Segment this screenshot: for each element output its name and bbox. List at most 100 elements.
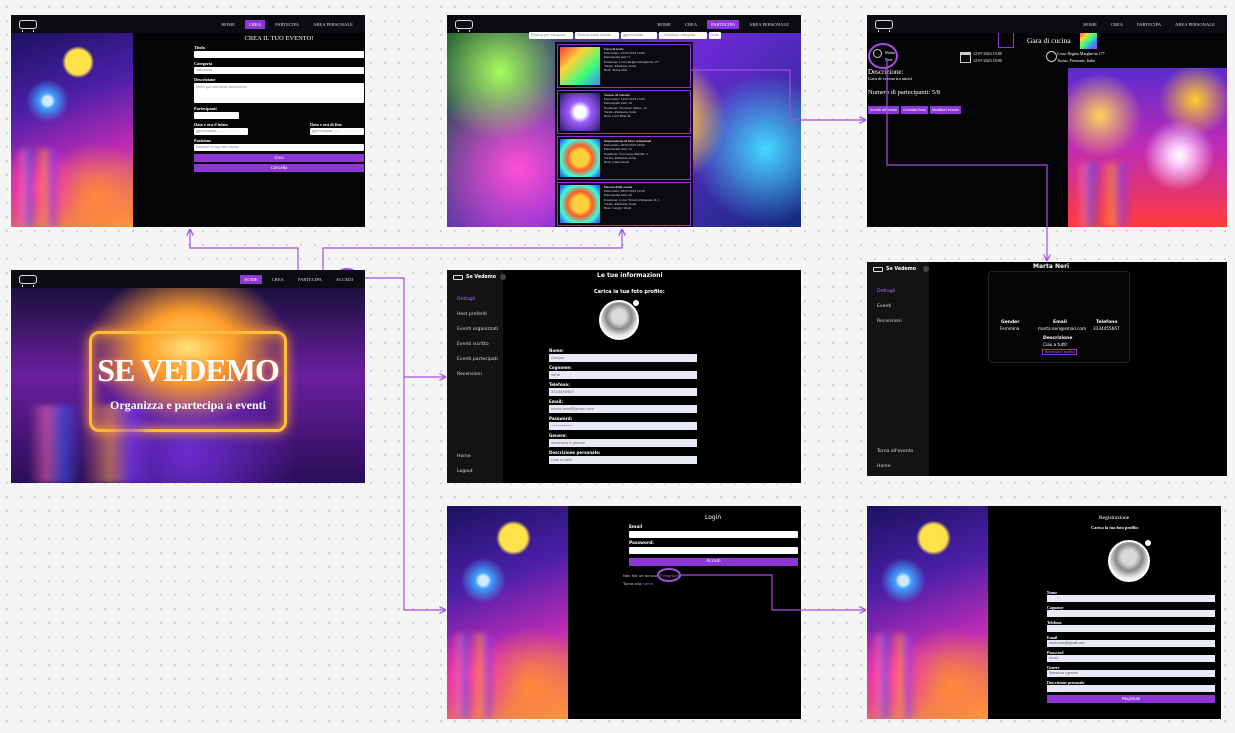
data-fine-input[interactable]: gg/mm/aaaa, --:-- [310,128,364,135]
filter-submit-button[interactable]: Invia [709,32,721,39]
email-input[interactable] [629,531,798,538]
field-input[interactable]: Seleziona il genere [549,439,697,447]
field-input[interactable]: Giorgio [549,354,697,362]
accedi-button[interactable]: Accedi [629,558,798,566]
avatar-edit-icon[interactable] [1145,540,1151,546]
nav-crea[interactable]: CREA [1110,21,1124,27]
date-filter-input[interactable]: gg/mm/aaaa [621,32,657,39]
sofa-logo-icon[interactable] [875,19,893,32]
nav-accedi[interactable]: ACCEDI [335,276,353,282]
event-info-line: Posizione: Corso Vittorio Emanuele II, 1 [604,197,660,202]
titolo-input[interactable] [194,51,364,58]
nav-partecipa[interactable]: PARTECIPA [1137,21,1162,27]
avatar[interactable] [1108,540,1150,582]
field-label: Descrizione personale: [549,450,601,455]
category-select[interactable]: --Seleziona categoria-- [659,32,707,39]
sidebar-item-recensioni[interactable]: Recensioni [877,319,902,324]
field-label: Telefono: [549,382,570,387]
brand-name[interactable]: Se Vedemo [886,266,917,272]
nav-area-personale[interactable]: AREA PERSONALE [749,21,789,27]
sidebar-item-eventi-iscritto[interactable]: Eventi iscritto [457,342,489,347]
categoria-select[interactable]: Seleziona [194,67,364,74]
posizione-input[interactable]: Inserisci l'luogo dell'evento [194,144,364,151]
event-info-line: Posizione: Via Cesare Battisti, 5 [604,151,648,156]
field-input[interactable]: Verdi [549,371,697,379]
avatar[interactable] [599,300,639,340]
recensisci-button[interactable]: Recensisci profilo [1042,349,1078,355]
nav-crea[interactable]: CREA [684,21,698,27]
sofa-logo-icon[interactable] [873,266,883,272]
sidebar-collapse-icon[interactable] [923,266,929,272]
field-input[interactable] [1047,610,1215,617]
password-input[interactable] [629,547,798,554]
email-value: marta.neri@email.com [1038,326,1087,331]
event-info-line: Host: Luca Bianchi [604,114,631,119]
field-input[interactable]: mario.rossi@gmail.com [1047,640,1215,647]
search-category-input[interactable]: Ricerca per categoria [529,32,573,39]
data-inizio-input[interactable]: gg/mm/aaaa, --:-- [194,128,248,135]
top-nav: HOME CREA PARTECIPA ACCEDI [11,270,365,288]
crea-button[interactable]: Crea [194,154,364,162]
dance-illustration [1068,68,1227,227]
event-card[interactable]: Degustazione di birre artigianali Data in… [557,136,691,180]
sofa-logo-icon[interactable] [19,19,37,32]
event-card[interactable]: Torneo di calcetto Data inizio: 14/07/202… [557,90,691,134]
modifica-evento-button[interactable]: Modifica l'evento [929,106,961,114]
nav-crea[interactable]: CREA [271,276,284,282]
search-name-input[interactable]: Ricerca nome evento [575,32,619,39]
field-input[interactable] [1047,595,1215,602]
event-end: 12-07-2023 18:00 [973,58,1002,63]
field-input[interactable]: •••••••• [1047,655,1215,662]
sidebar-item-eventi[interactable]: Eventi [877,304,892,309]
nav-home[interactable]: HOME [657,21,671,27]
field-input[interactable]: 3333456987 [549,388,697,396]
nav-crea[interactable]: CREA [244,19,266,29]
sidebar-item-home[interactable]: Home [457,454,471,459]
partecipanti-input[interactable] [194,112,239,119]
sofa-logo-icon[interactable] [455,19,473,32]
sidebar-item-recensioni[interactable]: Recensioni [457,372,482,377]
registrati-button[interactable]: Registrati [1047,695,1215,703]
field-label: Nome [1047,590,1057,595]
sidebar-item-eventi-organizzati[interactable]: Eventi organizzati [457,327,499,332]
description-heading: Descrizione: [868,68,904,76]
nav-home[interactable]: HOME [1083,21,1097,27]
field-input[interactable]: Ciao a tutti! [549,456,697,464]
sidebar-item-home[interactable]: Home [877,464,891,469]
field-input[interactable]: Seleziona il genere [1047,670,1215,677]
nav-area-personale[interactable]: AREA PERSONALE [313,21,353,27]
sidebar-collapse-icon[interactable] [500,274,506,280]
sidebar-item-dettagli[interactable]: Dettagli [457,297,476,302]
nav-area-personale[interactable]: AREA PERSONALE [1175,21,1215,27]
nav-partecipa[interactable]: PARTECIPA [275,21,300,27]
home-link[interactable]: home [642,581,654,586]
sidebar-item-logout[interactable]: Logout [457,469,473,474]
sidebar-item-dettagli[interactable]: Dettagli [877,289,896,294]
descrizione-textarea[interactable]: Scrivi qui una breve descrizione [194,83,364,103]
cancella-button[interactable]: Cancella [194,164,364,172]
avatar-edit-icon[interactable] [633,300,639,306]
field-input[interactable]: mario.verdi@gmail.com [549,405,697,413]
field-input[interactable]: •••••••••• [549,422,697,430]
sidebar-item-host-preferiti[interactable]: Host preferiti [457,312,488,317]
sidebar-item-torna-evento[interactable]: Torna all'evento [877,449,914,454]
nav-partecipa[interactable]: PARTECIPA [707,19,740,29]
iscriviti-button[interactable]: Iscriviti all'evento [868,106,900,114]
event-card[interactable]: Pizzata della scuola Data inizio: 28/07/2… [557,182,691,226]
field-input[interactable] [1047,625,1215,632]
nav-home[interactable]: HOME [240,274,262,284]
register-question: Non hai un account? [623,573,662,578]
frame-home: HOME CREA PARTECIPA ACCEDI SE VEDEMO Org… [11,270,365,483]
field-input[interactable] [1047,685,1215,692]
sidebar-item-eventi-partecipati[interactable]: Eventi partecipati [457,357,498,362]
register-title: Registrazione [1099,515,1130,521]
nav-partecipa[interactable]: PARTECIPA [297,276,322,282]
event-card[interactable]: Gara di tetris Data inizio: 12/07/2023 14… [557,44,691,88]
brand-name[interactable]: Se Vedemo [466,274,497,280]
field-label: Nome: [549,348,564,353]
sofa-logo-icon[interactable] [453,274,463,280]
contatta-host-button[interactable]: Contatta l'host [901,106,928,114]
sofa-logo-icon[interactable] [19,274,37,287]
event-thumbnail [560,93,600,131]
nav-home[interactable]: HOME [221,21,235,27]
